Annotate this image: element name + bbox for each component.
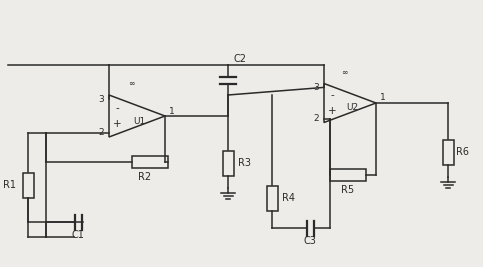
Text: 2: 2 xyxy=(99,128,104,137)
Bar xyxy=(223,151,233,175)
Text: R4: R4 xyxy=(282,193,295,203)
Text: R2: R2 xyxy=(139,172,152,182)
Text: +: + xyxy=(327,106,336,116)
Text: +: + xyxy=(113,119,121,129)
Text: 1: 1 xyxy=(380,93,386,103)
Bar xyxy=(23,172,33,198)
Text: 3: 3 xyxy=(313,83,319,92)
Text: C2: C2 xyxy=(234,54,247,64)
Text: R1: R1 xyxy=(3,180,16,190)
Text: 2: 2 xyxy=(313,114,319,123)
Text: R6: R6 xyxy=(456,147,469,157)
Text: C3: C3 xyxy=(303,236,316,246)
Text: 1: 1 xyxy=(169,107,175,116)
Text: $\infty$: $\infty$ xyxy=(341,68,349,77)
Bar xyxy=(330,169,366,181)
Bar xyxy=(267,186,278,210)
Bar xyxy=(442,139,454,164)
Text: U1: U1 xyxy=(133,116,145,125)
Text: U2: U2 xyxy=(346,104,358,112)
Text: 3: 3 xyxy=(98,95,104,104)
Bar xyxy=(132,156,168,168)
Text: R5: R5 xyxy=(341,185,355,195)
Text: C1: C1 xyxy=(71,230,85,240)
Text: R3: R3 xyxy=(238,158,251,168)
Text: -: - xyxy=(115,103,119,113)
Text: $\infty$: $\infty$ xyxy=(128,78,136,88)
Text: -: - xyxy=(330,90,334,100)
